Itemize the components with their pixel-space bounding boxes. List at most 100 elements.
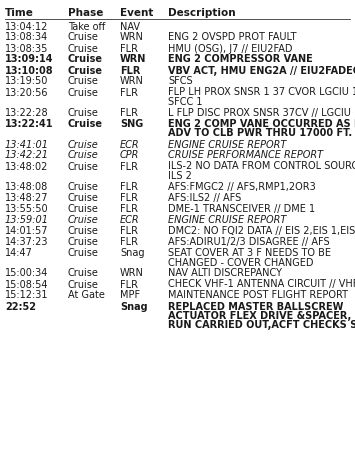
Text: FLR: FLR [120,87,138,97]
Text: ECR: ECR [120,215,140,225]
Text: ENG 2 OVSPD PROT FAULT: ENG 2 OVSPD PROT FAULT [168,32,296,43]
Text: ILS 2: ILS 2 [168,171,192,181]
Text: Cruise: Cruise [68,108,99,118]
Text: ENG 2 COMP VANE OCCURRED AS PWR: ENG 2 COMP VANE OCCURRED AS PWR [168,119,355,129]
Text: NAV: NAV [120,22,140,31]
Text: WRN: WRN [120,32,144,43]
Text: SNG: SNG [120,119,143,129]
Text: Take off: Take off [68,22,105,31]
Text: 13:41:01: 13:41:01 [5,140,49,150]
Text: 13:08:34: 13:08:34 [5,32,48,43]
Text: Cruise: Cruise [68,204,99,214]
Text: Time: Time [5,8,34,18]
Text: 15:12:31: 15:12:31 [5,291,49,300]
Text: CHANGED - COVER CHANGED: CHANGED - COVER CHANGED [168,257,313,267]
Text: ACTUATOR FLEX DRIVE &SPACER, ENG: ACTUATOR FLEX DRIVE &SPACER, ENG [168,311,355,321]
Text: REPLACED MASTER BALLSCREW: REPLACED MASTER BALLSCREW [168,302,343,311]
Text: AFS:ADIRU1/2/3 DISAGREE // AFS: AFS:ADIRU1/2/3 DISAGREE // AFS [168,237,330,247]
Text: CHECK VHF-1 ANTENNA CIRCUIT // VHF 1: CHECK VHF-1 ANTENNA CIRCUIT // VHF 1 [168,280,355,290]
Text: Cruise: Cruise [68,182,99,192]
Text: 14:37:23: 14:37:23 [5,237,49,247]
Text: SFCS: SFCS [168,77,193,86]
Text: 15:00:34: 15:00:34 [5,268,48,279]
Text: Cruise: Cruise [68,66,103,75]
Text: ADV TO CLB PWR THRU 17000 FT.: ADV TO CLB PWR THRU 17000 FT. [168,128,352,139]
Text: Cruise: Cruise [68,280,99,290]
Text: FLR: FLR [120,108,138,118]
Text: FLR: FLR [120,182,138,192]
Text: VBV ACT, HMU ENG2A // EIU2FADEC: VBV ACT, HMU ENG2A // EIU2FADEC [168,66,355,75]
Text: 13:48:08: 13:48:08 [5,182,48,192]
Text: FLR: FLR [120,280,138,290]
Text: 13:22:28: 13:22:28 [5,108,49,118]
Text: FLR: FLR [120,66,140,75]
Text: Cruise: Cruise [68,226,99,236]
Text: SEAT COVER AT 3 F NEEDS TO BE: SEAT COVER AT 3 F NEEDS TO BE [168,248,331,258]
Text: Snag: Snag [120,248,144,258]
Text: Snag: Snag [120,302,148,311]
Text: CRUISE PERFORMANCE REPORT: CRUISE PERFORMANCE REPORT [168,151,323,160]
Text: 13:04:12: 13:04:12 [5,22,48,31]
Text: 15:08:54: 15:08:54 [5,280,49,290]
Text: Event: Event [120,8,153,18]
Text: 13:09:14: 13:09:14 [5,55,54,65]
Text: HMU (OSG), J7 // EIU2FAD: HMU (OSG), J7 // EIU2FAD [168,43,293,54]
Text: Cruise: Cruise [68,87,99,97]
Text: 13:42:21: 13:42:21 [5,151,49,160]
Text: CPR: CPR [120,151,140,160]
Text: 14:01:57: 14:01:57 [5,226,49,236]
Text: 13:59:01: 13:59:01 [5,215,49,225]
Text: ENGINE CRUISE REPORT: ENGINE CRUISE REPORT [168,215,286,225]
Text: 13:55:50: 13:55:50 [5,204,49,214]
Text: Cruise: Cruise [68,43,99,54]
Text: Cruise: Cruise [68,119,103,129]
Text: Cruise: Cruise [68,140,99,150]
Text: Description: Description [168,8,236,18]
Text: FLR: FLR [120,237,138,247]
Text: WRN: WRN [120,55,146,65]
Text: 14:47: 14:47 [5,248,33,258]
Text: Cruise: Cruise [68,162,99,171]
Text: Cruise: Cruise [68,77,99,86]
Text: FLP LH PROX SNSR 1 37 CVOR LGCIU 1 //: FLP LH PROX SNSR 1 37 CVOR LGCIU 1 // [168,87,355,97]
Text: WRN: WRN [120,268,144,279]
Text: Cruise: Cruise [68,215,99,225]
Text: Cruise: Cruise [68,55,103,65]
Text: Cruise: Cruise [68,268,99,279]
Text: Cruise: Cruise [68,32,99,43]
Text: AFS:FMGC2 // AFS,RMP1,2OR3: AFS:FMGC2 // AFS,RMP1,2OR3 [168,182,316,192]
Text: ILS-2 NO DATA FROM CONTROL SOURCE //: ILS-2 NO DATA FROM CONTROL SOURCE // [168,162,355,171]
Text: 22:52: 22:52 [5,302,36,311]
Text: FLR: FLR [120,204,138,214]
Text: 13:19:50: 13:19:50 [5,77,48,86]
Text: Cruise: Cruise [68,237,99,247]
Text: ENGINE CRUISE REPORT: ENGINE CRUISE REPORT [168,140,286,150]
Text: 13:48:02: 13:48:02 [5,162,48,171]
Text: At Gate: At Gate [68,291,105,300]
Text: L FLP DISC PROX SNSR 37CV // LGCIU 1: L FLP DISC PROX SNSR 37CV // LGCIU 1 [168,108,355,118]
Text: FLR: FLR [120,162,138,171]
Text: Cruise: Cruise [68,193,99,203]
Text: NAV ALTI DISCREPANCY: NAV ALTI DISCREPANCY [168,268,282,279]
Text: 13:20:56: 13:20:56 [5,87,49,97]
Text: FLR: FLR [120,43,138,54]
Text: 13:08:35: 13:08:35 [5,43,48,54]
Text: FLR: FLR [120,226,138,236]
Text: 13:22:41: 13:22:41 [5,119,54,129]
Text: MPF: MPF [120,291,140,300]
Text: Cruise: Cruise [68,151,99,160]
Text: Cruise: Cruise [68,248,99,258]
Text: DMC2: NO FQI2 DATA // EIS 2,EIS 1,EIS 3: DMC2: NO FQI2 DATA // EIS 2,EIS 1,EIS 3 [168,226,355,236]
Text: AFS:ILS2 // AFS: AFS:ILS2 // AFS [168,193,241,203]
Text: 13:48:27: 13:48:27 [5,193,49,203]
Text: ENG 2 COMPRESSOR VANE: ENG 2 COMPRESSOR VANE [168,55,313,65]
Text: 13:10:08: 13:10:08 [5,66,54,75]
Text: RUN CARRIED OUT,ACFT CHECKS SERV: RUN CARRIED OUT,ACFT CHECKS SERV [168,321,355,330]
Text: DME-1 TRANSCEIVER // DME 1: DME-1 TRANSCEIVER // DME 1 [168,204,315,214]
Text: ECR: ECR [120,140,140,150]
Text: FLR: FLR [120,193,138,203]
Text: MAINTENANCE POST FLIGHT REPORT: MAINTENANCE POST FLIGHT REPORT [168,291,348,300]
Text: Phase: Phase [68,8,103,18]
Text: WRN: WRN [120,77,144,86]
Text: SFCC 1: SFCC 1 [168,97,202,107]
